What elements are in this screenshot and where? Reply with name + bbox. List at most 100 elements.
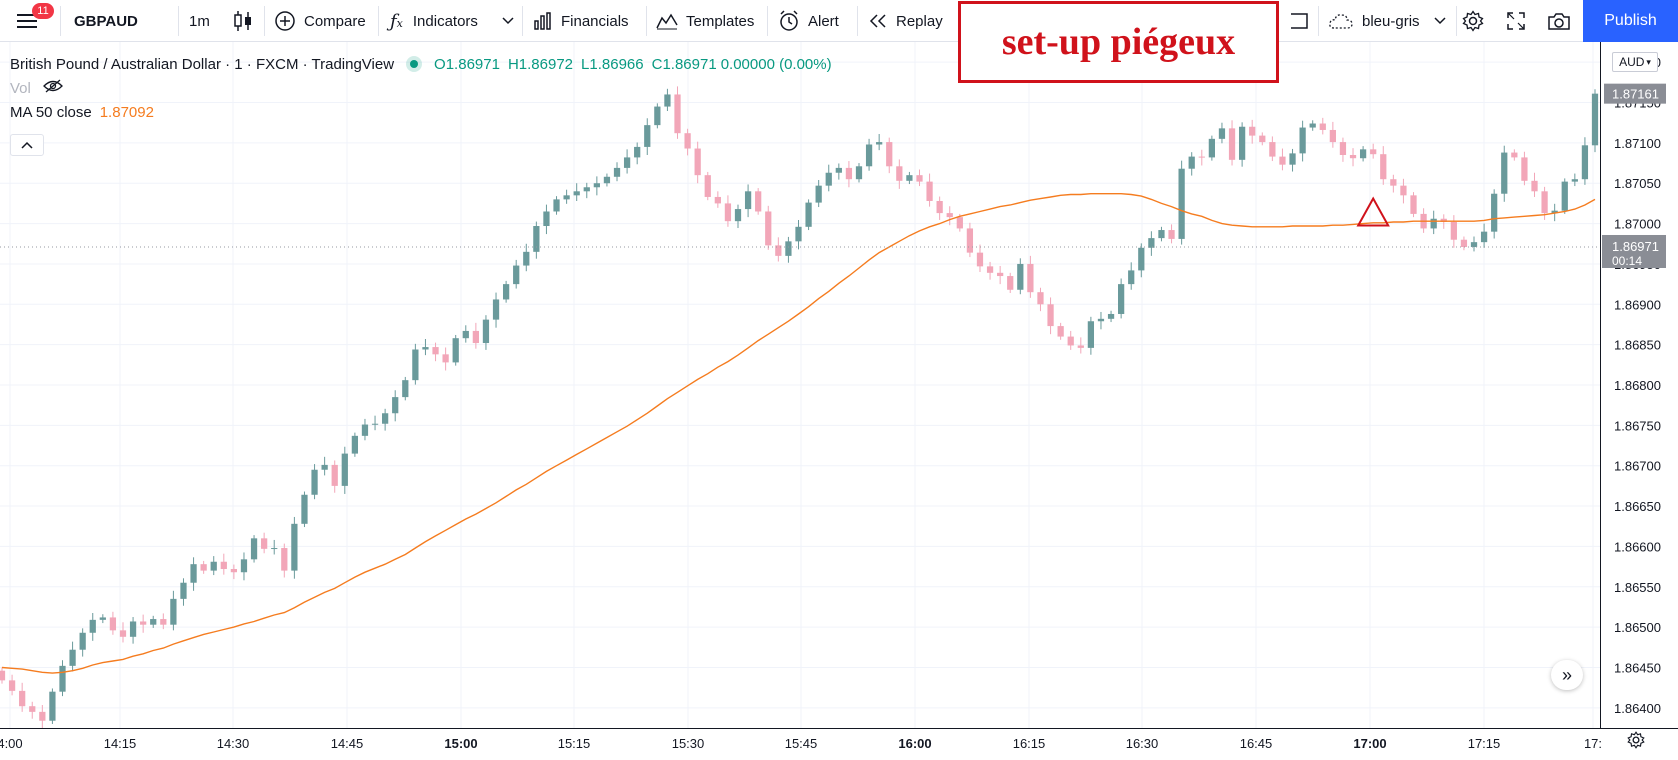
close-value: 1.86971 <box>662 55 717 73</box>
candle-body <box>1107 313 1115 319</box>
interval-button[interactable]: 1m <box>189 0 210 42</box>
market-status-dot <box>410 60 419 68</box>
candle-body <box>462 330 469 339</box>
price-tick-label: 1.86450 <box>1614 660 1661 675</box>
candle-body <box>261 538 268 549</box>
legend-ohlc-row: British Pound / Australian Dollar · 1 · … <box>10 52 840 76</box>
candle-body <box>361 424 369 436</box>
candle-body <box>543 211 550 227</box>
last-price-label: 1.86971 <box>1612 239 1659 254</box>
time-tick-label: 14:45 <box>331 736 364 751</box>
candle-body <box>1400 185 1407 196</box>
collapse-legend-button[interactable] <box>10 134 44 156</box>
candle-body <box>482 319 490 344</box>
candle-body <box>1148 238 1155 248</box>
candle-body <box>1430 218 1437 229</box>
candle-body <box>1128 270 1135 285</box>
candle-body <box>331 464 338 486</box>
chart-settings-button[interactable] <box>1624 730 1648 753</box>
currency-select[interactable]: AUD ▾ <box>1612 52 1658 72</box>
fullscreen-button[interactable] <box>1506 0 1526 42</box>
layout-window-button[interactable] <box>1289 0 1309 42</box>
chart-type-button[interactable] <box>233 0 253 42</box>
candle-body <box>29 706 36 712</box>
candle-body <box>724 203 732 222</box>
time-tick-label: 15:00 <box>444 736 477 751</box>
layout-dropdown[interactable] <box>1434 0 1446 42</box>
candle-body <box>1027 263 1034 293</box>
ma-label: MA 50 close <box>10 103 92 121</box>
candle-body <box>180 582 187 599</box>
notification-badge: 11 <box>32 3 54 19</box>
scroll-to-realtime-button[interactable]: » <box>1551 660 1583 690</box>
time-tick-label: 17: <box>1584 736 1602 751</box>
fx-icon: ƒx <box>390 10 403 32</box>
candle-body <box>1097 318 1105 322</box>
templates-button[interactable]: Templates <box>656 0 754 42</box>
alert-label: Alert <box>808 12 839 30</box>
top-price-tag <box>1604 83 1666 104</box>
candle-body <box>1561 181 1568 211</box>
time-tick-label: 15:15 <box>558 736 591 751</box>
financials-button[interactable]: Financials <box>533 0 629 42</box>
candle-body <box>805 202 812 227</box>
indicators-button[interactable]: ƒx Indicators <box>390 0 478 42</box>
time-tick-label: 17:00 <box>1353 736 1386 751</box>
candle-body <box>664 94 671 107</box>
candle-body <box>1178 168 1185 239</box>
symbol-search-button[interactable]: GBPAUD <box>74 0 138 42</box>
time-tick-label: 4:00 <box>0 736 23 751</box>
candle-body <box>1329 129 1336 143</box>
ma-line <box>1 192 1596 674</box>
publish-button[interactable]: Publish <box>1583 0 1678 42</box>
candle-body <box>583 187 590 192</box>
compare-button[interactable]: Compare <box>274 0 366 42</box>
replay-button[interactable]: Replay <box>868 0 943 42</box>
candle-body <box>966 228 974 253</box>
indicators-dropdown[interactable] <box>502 0 514 42</box>
price-tick-label: 1.86400 <box>1614 701 1661 716</box>
candle-body <box>1511 152 1518 158</box>
volume-label: Vol <box>10 79 31 97</box>
price-tick-label: 1.86850 <box>1614 338 1661 353</box>
price-scale-area <box>1600 42 1678 728</box>
menu-button[interactable] <box>16 0 46 42</box>
alert-button[interactable]: Alert <box>778 0 839 42</box>
eye-crossed-icon[interactable] <box>42 79 63 97</box>
chevron-down-icon <box>502 17 514 25</box>
financials-label: Financials <box>561 12 629 30</box>
price-chart[interactable]: 1.872001.871501.871001.870501.870001.869… <box>0 42 1678 755</box>
candle-body <box>1370 149 1377 155</box>
candle-body <box>291 523 298 571</box>
chevron-down-icon <box>1434 17 1446 25</box>
setup-triangle-marker <box>1356 196 1390 227</box>
candle-body <box>1380 154 1387 180</box>
layout-name-label: bleu-gris <box>1362 12 1420 30</box>
time-tick-label: 14:15 <box>104 736 137 751</box>
candle-body <box>1491 193 1498 232</box>
candle-body <box>1299 127 1306 154</box>
price-tick-label: 1.87100 <box>1614 136 1661 151</box>
candle-body <box>1238 126 1246 160</box>
candle-body <box>1541 191 1548 214</box>
candle-body <box>997 272 1004 277</box>
price-tick-label: 1.86650 <box>1614 499 1661 514</box>
time-tick-label: 14:30 <box>217 736 250 751</box>
snapshot-button[interactable] <box>1547 0 1571 42</box>
price-tick-label: 1.86800 <box>1614 378 1661 393</box>
candle-body <box>1359 149 1367 159</box>
candle-body <box>563 195 570 200</box>
layout-name-button[interactable]: bleu-gris <box>1328 0 1420 42</box>
candle-body <box>321 464 328 470</box>
window-icon <box>1289 12 1309 30</box>
candle-body <box>1228 128 1236 160</box>
candle-body <box>140 621 147 625</box>
settings-button[interactable] <box>1462 0 1484 42</box>
candle-body <box>1440 218 1447 222</box>
candle-body <box>1087 321 1095 348</box>
time-tick-label: 16:30 <box>1126 736 1159 751</box>
legend-volume-row: Vol <box>10 76 840 100</box>
candlestick-chart[interactable]: 1.872001.871501.871001.870501.870001.869… <box>0 42 1678 755</box>
candle-body <box>402 380 409 398</box>
candle-body <box>49 691 56 721</box>
